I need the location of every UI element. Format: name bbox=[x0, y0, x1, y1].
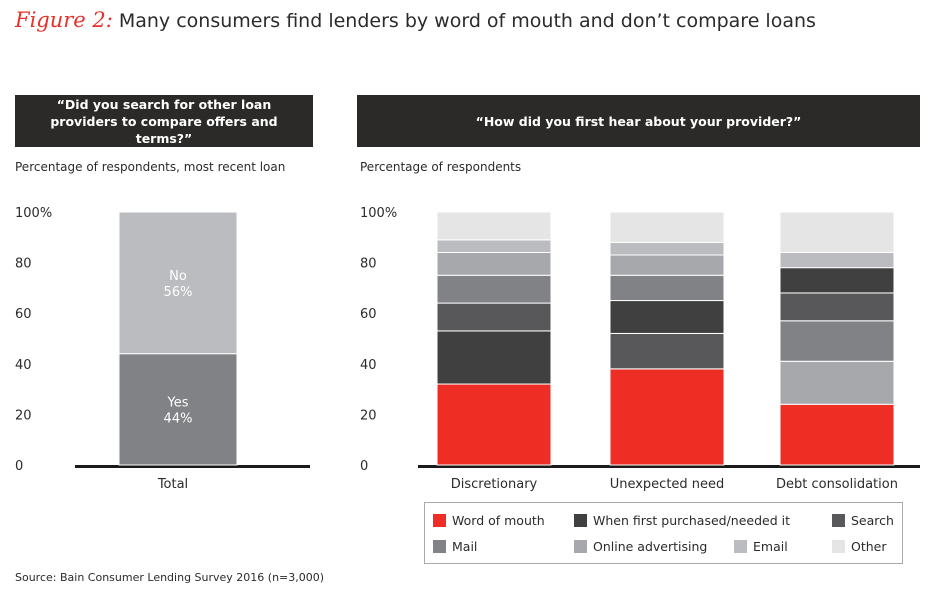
legend-label: When first purchased/needed it bbox=[593, 513, 791, 528]
legend-swatch bbox=[832, 540, 845, 553]
legend-item: Mail bbox=[433, 539, 477, 554]
legend: Word of mouth When first purchased/needed… bbox=[424, 502, 903, 564]
bar-data-label: Yes bbox=[167, 395, 189, 410]
bar-segment-when-first-purchased-needed-it bbox=[436, 330, 552, 385]
left-chart-subtitle: Percentage of respondents, most recent l… bbox=[15, 160, 286, 174]
legend-swatch bbox=[574, 540, 587, 553]
bar-segment-search bbox=[609, 332, 725, 370]
left-x-tick-label: Total bbox=[157, 477, 188, 492]
right-x-tick-label: Discretionary bbox=[451, 477, 538, 492]
left-y-tick-label: 20 bbox=[15, 408, 32, 423]
legend-swatch bbox=[832, 514, 845, 527]
bar-segment-other bbox=[436, 211, 552, 241]
right-y-tick-label: 40 bbox=[360, 358, 377, 373]
right-x-tick-label: Unexpected need bbox=[610, 477, 725, 492]
left-y-tick-label: 40 bbox=[15, 358, 32, 373]
legend-swatch bbox=[433, 540, 446, 553]
bar-segment-email bbox=[609, 241, 725, 256]
bar-segment-mail bbox=[779, 320, 895, 362]
left-y-tick-label: 100% bbox=[15, 206, 52, 221]
legend-swatch bbox=[574, 514, 587, 527]
right-y-tick-label: 0 bbox=[360, 459, 368, 474]
legend-item: Email bbox=[734, 539, 788, 554]
legend-label: Search bbox=[851, 513, 894, 528]
bar-segment-mail bbox=[436, 274, 552, 304]
right-chart-subtitle: Percentage of respondents bbox=[360, 160, 522, 174]
right-y-tick-label: 60 bbox=[360, 307, 377, 322]
source-note: Source: Bain Consumer Lending Survey 201… bbox=[15, 571, 325, 584]
bar-segment-when-first-purchased-needed-it bbox=[779, 267, 895, 294]
legend-label: Word of mouth bbox=[452, 513, 545, 528]
right-chart-header: “How did you first hear about your provi… bbox=[357, 95, 920, 147]
legend-label: Email bbox=[753, 539, 788, 554]
legend-swatch bbox=[734, 540, 747, 553]
bar-segment-other bbox=[609, 211, 725, 243]
bar-segment-mail bbox=[609, 274, 725, 302]
left-y-tick-label: 0 bbox=[15, 459, 23, 474]
figure-number: Figure 2: bbox=[15, 8, 113, 32]
bar-data-label: 56% bbox=[164, 285, 193, 300]
bar-segment-word-of-mouth bbox=[436, 383, 552, 466]
bar-segment-when-first-purchased-needed-it bbox=[609, 300, 725, 334]
legend-label: Online advertising bbox=[593, 539, 708, 554]
bar-segment-word-of-mouth bbox=[609, 368, 725, 466]
bar-segment-yes bbox=[118, 353, 238, 466]
bar-segment-online-advertising bbox=[779, 360, 895, 405]
bar-segment-other bbox=[779, 211, 895, 253]
bar-data-label: No bbox=[169, 269, 187, 284]
bar-segment-search bbox=[779, 292, 895, 322]
right-y-tick-label: 100% bbox=[360, 206, 397, 221]
bar-data-label: 44% bbox=[164, 411, 193, 426]
figure-title: Figure 2: Many consumers find lenders by … bbox=[15, 8, 816, 32]
bar-segment-online-advertising bbox=[436, 251, 552, 276]
bar-segment-email bbox=[436, 239, 552, 253]
legend-item: Search bbox=[832, 513, 894, 528]
legend-label: Other bbox=[851, 539, 887, 554]
left-y-tick-label: 60 bbox=[15, 307, 32, 322]
legend-item: Word of mouth bbox=[433, 513, 545, 528]
right-x-tick-label: Debt consolidation bbox=[776, 477, 898, 492]
left-y-tick-label: 80 bbox=[15, 257, 32, 272]
bar-segment-email bbox=[779, 251, 895, 269]
legend-item: When first purchased/needed it bbox=[574, 513, 790, 528]
bar-segment-no bbox=[118, 211, 238, 355]
left-chart-header: “Did you search for other loan providers… bbox=[15, 95, 313, 147]
legend-item: Online advertising bbox=[574, 539, 707, 554]
figure-title-text: Many consumers find lenders by word of m… bbox=[118, 10, 816, 32]
bar-segment-search bbox=[436, 302, 552, 332]
bar-segment-word-of-mouth bbox=[779, 403, 895, 466]
legend-swatch bbox=[433, 514, 446, 527]
right-y-tick-label: 80 bbox=[360, 257, 377, 272]
legend-label: Mail bbox=[452, 539, 478, 554]
right-y-tick-label: 20 bbox=[360, 408, 377, 423]
bar-segment-online-advertising bbox=[609, 254, 725, 276]
legend-item: Other bbox=[832, 539, 887, 554]
